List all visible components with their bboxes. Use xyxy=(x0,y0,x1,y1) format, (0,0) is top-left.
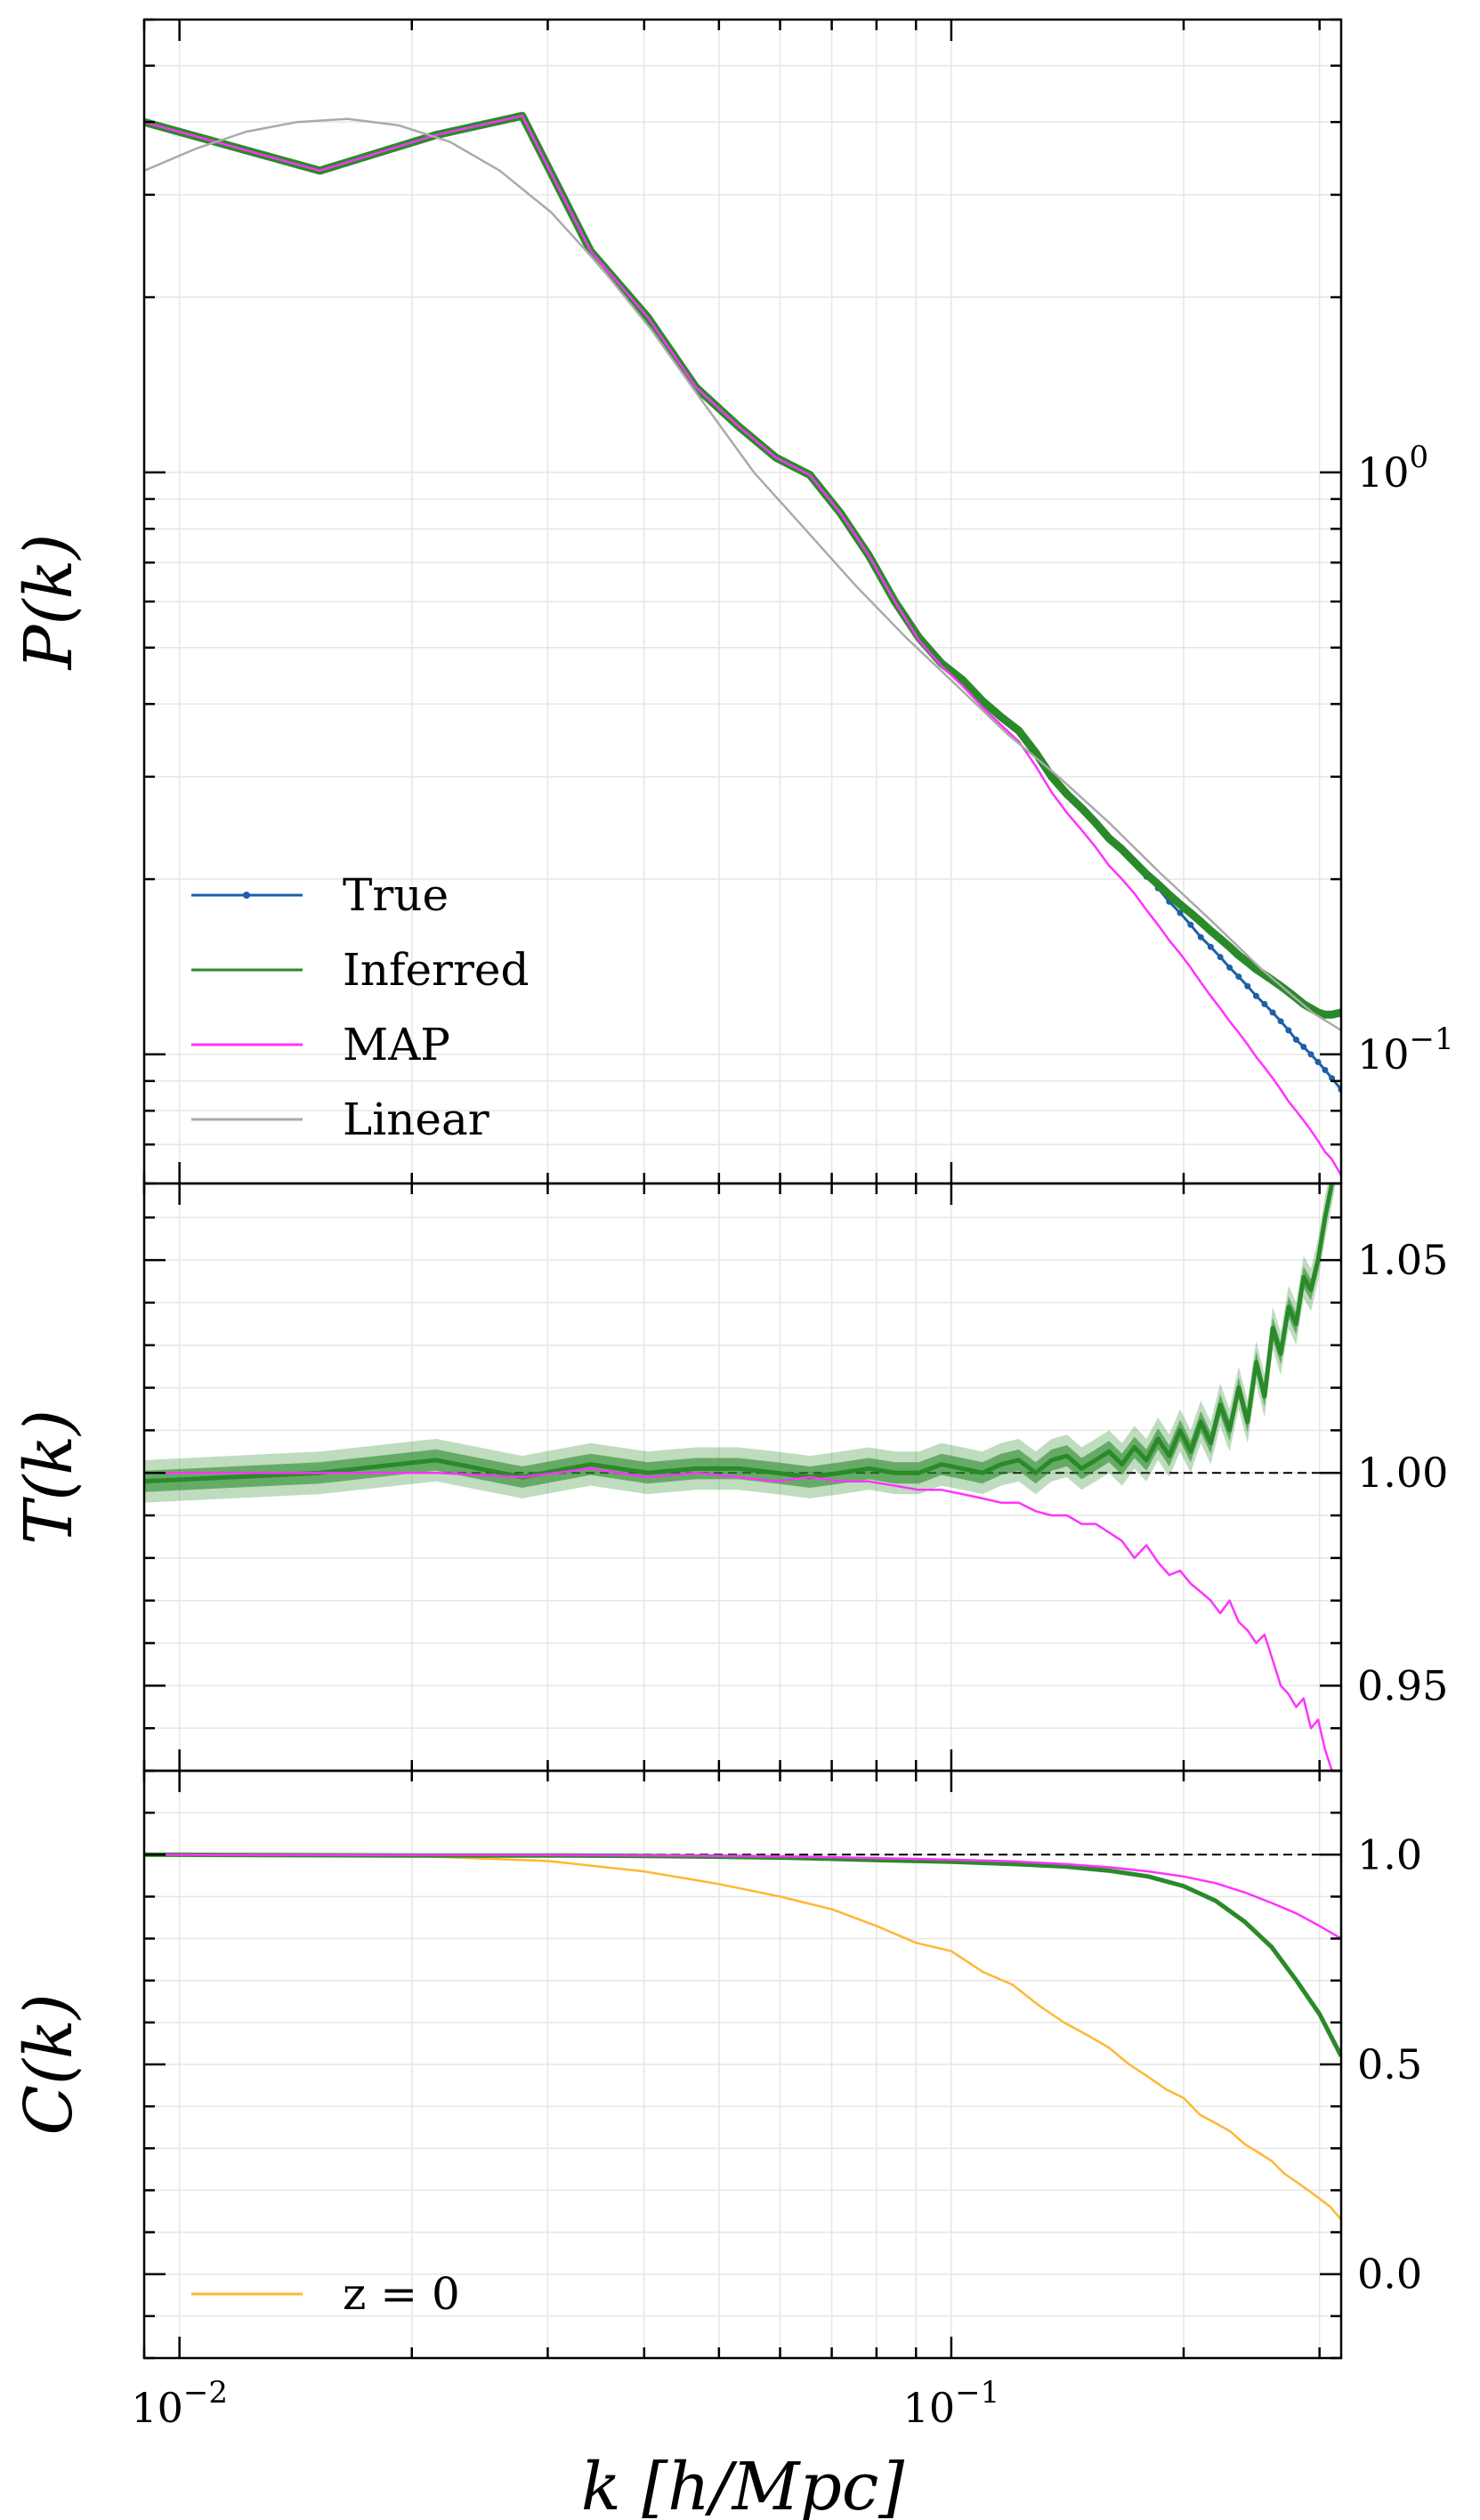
map-series-line xyxy=(144,1467,1334,1771)
x-ticks xyxy=(142,1183,1321,1771)
legend-label-inferred: Inferred xyxy=(343,944,529,996)
y-tick-label: 0.95 xyxy=(1357,1661,1448,1709)
true-point xyxy=(1269,1009,1276,1016)
legend: z = 0 xyxy=(191,2268,460,2320)
y-axis-label: T(k) xyxy=(11,1409,87,1545)
true-point xyxy=(1226,964,1233,971)
map-series-line xyxy=(144,1854,1341,1940)
inferred-series-line xyxy=(144,1852,1341,2057)
true-point xyxy=(1307,1051,1314,1058)
x-ticks xyxy=(142,20,1321,1183)
map-series-line xyxy=(144,114,1341,1176)
y-ticks xyxy=(144,18,1341,1185)
true-point xyxy=(1207,943,1214,950)
y-tick-label: 0.5 xyxy=(1357,2040,1422,2088)
true-point xyxy=(1329,1075,1336,1082)
true-point xyxy=(1292,1036,1299,1043)
y-tick-label: 1.0 xyxy=(1357,1830,1422,1878)
true-point xyxy=(1285,1027,1292,1034)
y-tick-label: 10−1 xyxy=(1357,1022,1454,1078)
y-ticks xyxy=(144,1216,1341,1773)
y-axis-label: C(k) xyxy=(11,1993,87,2135)
true-point xyxy=(1277,1018,1284,1025)
legend-label-map: MAP xyxy=(343,1019,450,1070)
legend-label-z-0: z = 0 xyxy=(343,2268,460,2320)
true-point xyxy=(1314,1059,1322,1066)
legend-label-true: True xyxy=(343,869,449,921)
x-tick-label: 10−2 xyxy=(131,2375,228,2432)
y-tick-label: 100 xyxy=(1357,440,1428,497)
grid xyxy=(143,19,1341,1184)
plot-area xyxy=(144,1183,1341,1771)
x-axis-label: k [h/Mpc] xyxy=(581,2449,904,2520)
legend: True Inferred MAP Linear xyxy=(191,869,529,1145)
linear-series-line xyxy=(144,117,1341,1031)
plot-area xyxy=(144,1852,1341,2221)
legend-label-linear: Linear xyxy=(343,1094,489,1145)
true-point xyxy=(1252,992,1259,999)
true-point xyxy=(1197,933,1204,941)
z-0-series-line xyxy=(144,1854,1341,2221)
x-tick-label: 10−1 xyxy=(903,2375,1000,2432)
inferred-band xyxy=(144,1183,1334,1492)
true-point xyxy=(1177,909,1184,917)
inferred-series-line xyxy=(144,1183,1335,1484)
legend-marker-true xyxy=(243,892,250,899)
true-point xyxy=(1244,982,1251,989)
shared-x-axis: 10−2 10−1 k [h/Mpc] xyxy=(131,2375,999,2520)
plot-area xyxy=(144,111,1341,1176)
true-series-line xyxy=(144,114,1341,1091)
power-spectrum-panel: 100 10−1 P(k) True Inferred MAP Linear xyxy=(11,18,1454,1185)
true-point xyxy=(1187,921,1194,928)
grid xyxy=(143,1183,1341,1772)
y-ticks xyxy=(144,1769,1341,2360)
true-point xyxy=(1235,973,1242,981)
x-ticks xyxy=(142,1771,1321,2358)
y-tick-label: 0.0 xyxy=(1357,2250,1422,2298)
true-point xyxy=(1217,953,1224,960)
transfer-function-panel: 1.05 1.00 0.95 T(k) xyxy=(11,1182,1448,1773)
true-point xyxy=(1300,1044,1307,1051)
y-tick-label: 1.05 xyxy=(1357,1236,1448,1284)
true-point xyxy=(1322,1066,1329,1073)
cross-correlation-panel: 1.0 0.5 0.0 C(k) z = 0 xyxy=(11,1769,1422,2360)
y-axis-label: P(k) xyxy=(11,534,87,671)
y-tick-label: 1.00 xyxy=(1357,1449,1448,1497)
true-point xyxy=(1261,1000,1268,1007)
